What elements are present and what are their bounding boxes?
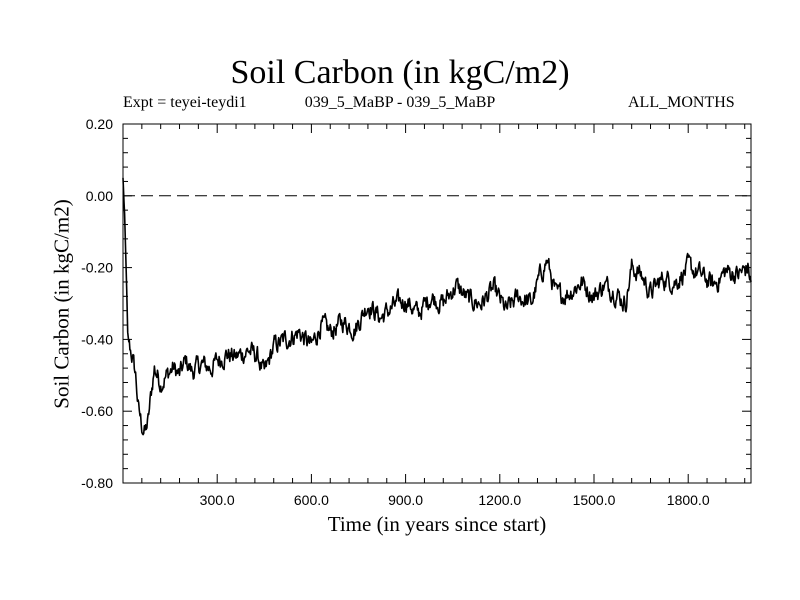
- y-tick-label: -0.80: [81, 475, 113, 491]
- x-axis-label: Time (in years since start): [327, 512, 547, 536]
- x-tick-label: 1800.0: [667, 492, 710, 508]
- x-tick-label: 300.0: [200, 492, 235, 508]
- y-tick-label: -0.60: [81, 403, 113, 419]
- x-tick-label: 1500.0: [573, 492, 616, 508]
- y-tick-label: -0.20: [81, 260, 113, 276]
- y-tick-label: 0.20: [86, 116, 113, 132]
- experiment-label: Expt = teyei-teydi1: [123, 94, 247, 111]
- x-tick-label: 1200.0: [478, 492, 521, 508]
- chart-title: Soil Carbon (in kgC/m2): [230, 54, 570, 91]
- y-tick-label: 0.00: [86, 188, 113, 204]
- y-tick-label: -0.40: [81, 331, 113, 347]
- months-label: ALL_MONTHS: [628, 94, 735, 111]
- x-tick-label: 900.0: [388, 492, 423, 508]
- period-label: 039_5_MaBP - 039_5_MaBP: [304, 94, 496, 111]
- series-line-soil-carbon: [122, 177, 752, 436]
- x-tick-label: 600.0: [294, 492, 329, 508]
- plot-frame: [122, 123, 752, 484]
